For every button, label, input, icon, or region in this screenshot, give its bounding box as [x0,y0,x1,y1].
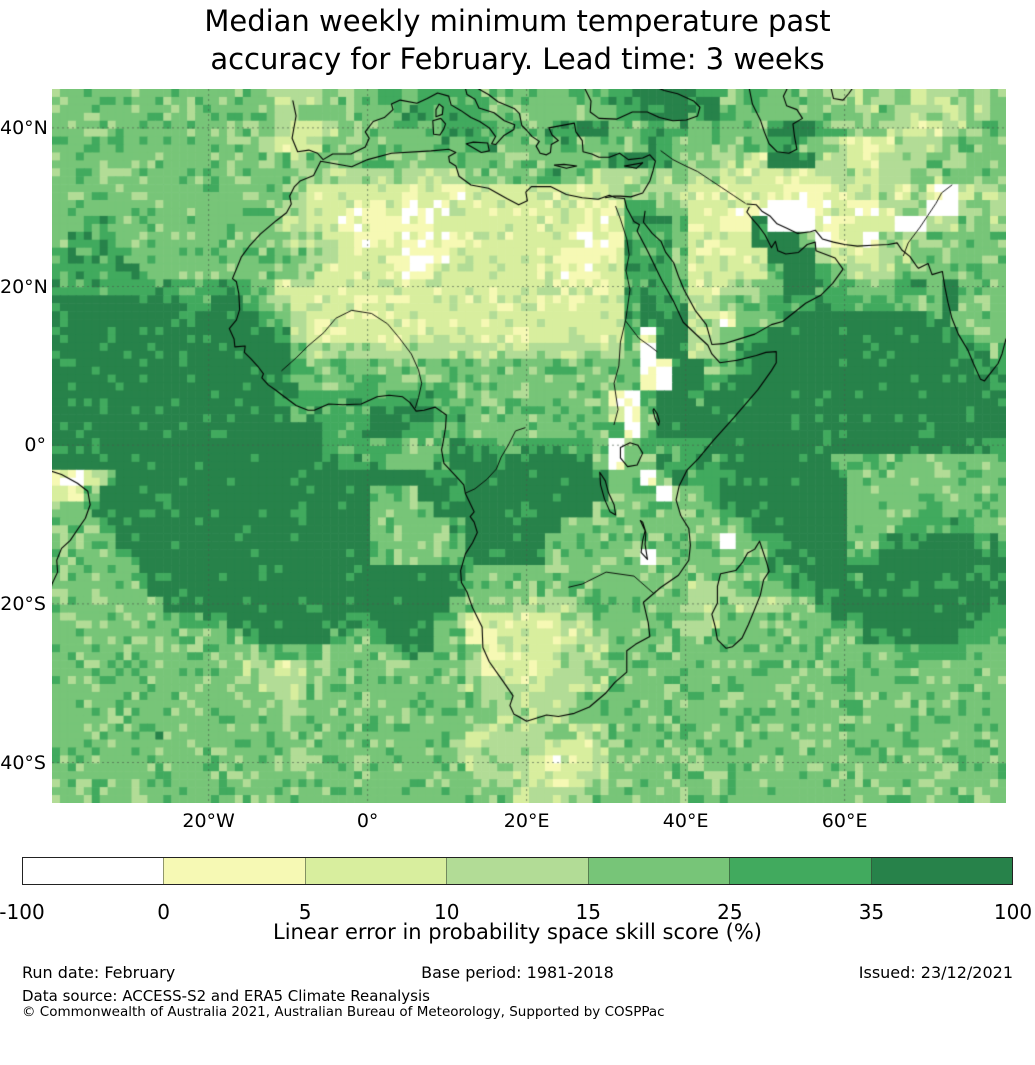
data-source-text: Data source: ACCESS-S2 and ERA5 Climate … [22,987,430,1005]
colorbar-tick-label: -100 [0,900,45,924]
colorbar-segment [163,858,305,884]
colorbar-segment [729,858,871,884]
x-tick-label: 0° [356,810,379,832]
colorbar-tick-label: 15 [575,900,602,924]
colorbar-segment [870,858,1012,884]
x-tick-label: 20°W [182,810,235,832]
colorbar-tick-label: 25 [717,900,743,924]
colorbar-segment [23,858,164,884]
colorbar-tick-label: 5 [298,900,312,924]
colorbar-segment [304,858,447,884]
copyright-text: © Commonwealth of Australia 2021, Austra… [22,1004,665,1020]
colorbar-tick-label: 100 [993,900,1033,924]
x-tick-label: 20°E [503,810,550,832]
map-canvas [52,89,1006,803]
chart-title: Median weekly minimum temperature past a… [0,2,1035,78]
chart-title-line-2: accuracy for February. Lead time: 3 week… [210,42,825,76]
y-tick-label: 20°S [0,592,46,615]
y-tick-label: 40°N [0,116,48,139]
colorbar-tick-label: 35 [858,900,885,924]
x-tick-label: 60°E [821,810,868,832]
y-tick-label: 0° [24,434,46,457]
issued-text: Issued: 23/12/2021 [858,963,1013,982]
x-tick-label: 40°E [662,810,709,832]
colorbar [22,857,1013,885]
y-tick-label: 20°N [0,275,48,298]
chart-title-line-1: Median weekly minimum temperature past [204,4,831,38]
colorbar-segment [446,858,588,884]
colorbar-segment [587,858,730,884]
run-date-text: Run date: February [22,963,176,982]
colorbar-tick-label: 0 [157,900,170,924]
colorbar-label: Linear error in probability space skill … [273,920,762,944]
base-period-text: Base period: 1981-2018 [421,963,614,982]
colorbar-tick-label: 10 [433,900,460,924]
y-tick-label: 40°S [0,751,46,774]
